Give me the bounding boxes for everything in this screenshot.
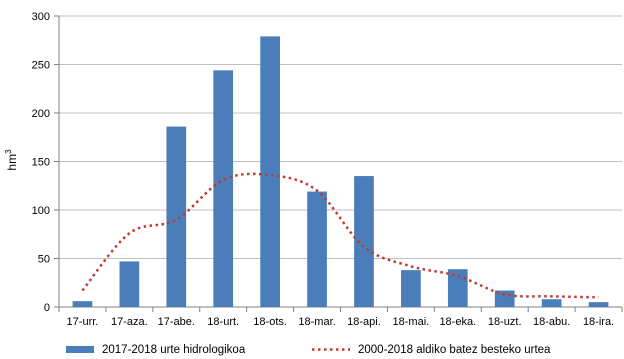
legend-bar-swatch <box>66 346 94 353</box>
x-tick-label: 18-urt. <box>207 316 239 328</box>
x-tick-label: 18-eka. <box>439 316 476 328</box>
average-line <box>81 172 599 299</box>
x-tick-label: 17-aza. <box>111 316 148 328</box>
x-tick-label: 18-api. <box>347 316 381 328</box>
bar <box>354 176 374 307</box>
legend-bar-label: 2017-2018 urte hidrologikoa <box>102 344 246 356</box>
bar <box>166 126 187 307</box>
x-tick-label: 18-mai. <box>393 316 430 328</box>
x-tick-label: 18-uzt. <box>488 316 522 328</box>
x-tick-label: 18-ots. <box>253 316 287 328</box>
y-tick-label: 200 <box>32 108 50 120</box>
y-tick-labels: 0 50 100 150 200 250 300 <box>32 11 50 314</box>
legend: 2017-2018 urte hidrologikoa 2000-2018 al… <box>66 344 551 356</box>
x-tick-label: 18-abu. <box>533 316 570 328</box>
y-tick-label: 150 <box>32 157 50 169</box>
legend-line-label: 2000-2018 aldiko batez besteko urtea <box>358 344 551 356</box>
y-axis-title: hm3 <box>4 149 19 171</box>
bar <box>447 269 468 307</box>
x-tick-label: 18-ira. <box>583 316 614 328</box>
x-tick-label: 18-mar. <box>298 316 335 328</box>
bar <box>307 191 327 307</box>
bar <box>588 302 609 307</box>
grid-layer <box>59 15 622 259</box>
line-series <box>81 172 599 299</box>
y-tick-label: 250 <box>32 60 50 72</box>
y-tick-label: 50 <box>38 254 50 266</box>
x-tick-labels: 17-urr. 17-aza. 17-abe. 18-urt. 18-ots. 18-ma… <box>67 316 615 328</box>
bar <box>401 270 421 307</box>
x-tick-label: 17-urr. <box>67 316 99 328</box>
y-tick-label: 0 <box>44 302 50 314</box>
y-tick-label: 100 <box>32 205 50 217</box>
bar <box>541 299 562 307</box>
bar-series <box>72 36 609 308</box>
bar <box>72 301 93 307</box>
bar <box>119 261 140 307</box>
y-tick-label: 300 <box>32 11 50 23</box>
bar <box>260 36 280 308</box>
x-tick-label: 17-abe. <box>158 316 195 328</box>
axis-layer <box>54 15 623 312</box>
bar <box>213 70 234 307</box>
